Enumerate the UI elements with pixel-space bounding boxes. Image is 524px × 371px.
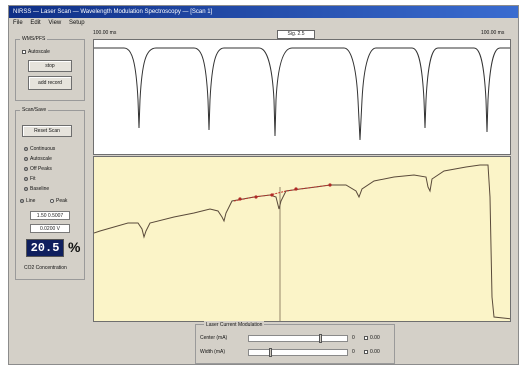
top-plot-svg — [94, 47, 510, 141]
top-plot-trace — [94, 47, 510, 141]
center-label: Center (mA) — [200, 335, 228, 341]
radio-icon — [24, 166, 28, 171]
option-label: Baseline — [30, 185, 50, 192]
top-plot-center-field[interactable]: Sig. 2.5 — [277, 30, 315, 39]
scan-group: Scan/Save Reset Scan Continuous Autoscal… — [15, 106, 85, 280]
width-value: 0 — [352, 349, 355, 355]
radio-icon — [20, 198, 24, 203]
center-option-label: 0.00 — [370, 334, 380, 341]
checkbox-icon — [22, 49, 26, 54]
title-bar: NIRSS — Laser Scan — Wavelength Modulati… — [9, 6, 518, 18]
fit-point — [238, 197, 242, 201]
width-label: Width (mA) — [200, 349, 225, 355]
checkbox-icon — [364, 349, 368, 354]
bottom-plot-svg — [94, 164, 510, 321]
center-slider[interactable] — [248, 334, 348, 343]
option-label: Off Peaks — [30, 165, 52, 172]
center-slider-thumb[interactable] — [319, 334, 322, 343]
menu-bar: File Edit View Setup — [9, 18, 518, 28]
menu-setup[interactable]: Setup — [68, 20, 85, 26]
autoscale-label: Autoscale — [28, 48, 50, 55]
fit-point — [270, 193, 274, 197]
modulation-group: Laser Current Modulation Center (mA) 0 0… — [195, 321, 395, 364]
radio-icon — [50, 198, 54, 203]
bottom-plot-fit-segment — [233, 184, 331, 202]
fit-point — [294, 187, 298, 191]
width-slider[interactable] — [248, 348, 348, 357]
width-option[interactable]: 0.00 — [364, 348, 380, 355]
option-label: Fit — [30, 175, 36, 182]
concentration-readout: 20.5 — [26, 239, 64, 257]
fit-point — [254, 195, 258, 199]
concentration-unit: % — [68, 239, 81, 255]
option-fit[interactable]: Fit — [24, 175, 36, 182]
concentration-label: CO2 Concentration — [24, 265, 67, 271]
modulation-title: Laser Current Modulation — [204, 321, 265, 329]
scan-group-title: Scan/Save — [20, 106, 49, 114]
radio-icon — [24, 156, 28, 161]
top-plot — [93, 39, 511, 155]
stop-button[interactable]: stop — [28, 60, 72, 72]
wms-group-title: WMS/PFS — [20, 35, 48, 43]
option-off-peaks[interactable]: Off Peaks — [24, 165, 52, 172]
top-plot-left-label: 100.00 ms — [93, 30, 117, 36]
autoscale-checkbox[interactable]: Autoscale — [22, 48, 50, 55]
add-record-button[interactable]: add record — [28, 76, 72, 90]
wms-group: WMS/PFS Autoscale stop add record — [15, 35, 85, 101]
mode-line-label: Line — [26, 197, 36, 204]
mode-peak-label: Peak — [56, 197, 68, 204]
reset-scan-button[interactable]: Reset Scan — [22, 125, 72, 137]
radio-icon — [24, 186, 28, 191]
menu-file[interactable]: File — [13, 20, 23, 26]
center-option[interactable]: 0.00 — [364, 334, 380, 341]
width-option-label: 0.00 — [370, 348, 380, 355]
radio-icon — [24, 176, 28, 181]
top-plot-right-label: 100.00 ms — [481, 30, 505, 36]
option-label: Continuous — [30, 145, 56, 152]
app-window: NIRSS — Laser Scan — Wavelength Modulati… — [8, 5, 519, 365]
mode-line-radio[interactable]: Line — [20, 197, 35, 204]
bottom-plot — [93, 156, 511, 322]
scan-field-1[interactable]: 1.50 0.5007 — [30, 211, 70, 220]
scan-field-2[interactable]: 0.0200 V — [30, 224, 70, 233]
mode-peak-radio[interactable]: Peak — [50, 197, 67, 204]
option-label: Autoscale — [30, 155, 52, 162]
menu-edit[interactable]: Edit — [30, 20, 41, 26]
bottom-plot-trace — [94, 164, 510, 320]
option-autoscale[interactable]: Autoscale — [24, 155, 52, 162]
radio-icon — [24, 146, 28, 151]
width-slider-thumb[interactable] — [269, 348, 272, 357]
checkbox-icon — [364, 335, 368, 340]
fit-point — [328, 183, 332, 187]
menu-view[interactable]: View — [48, 20, 62, 26]
option-continuous[interactable]: Continuous — [24, 145, 55, 152]
option-baseline[interactable]: Baseline — [24, 185, 49, 192]
center-value: 0 — [352, 335, 355, 341]
